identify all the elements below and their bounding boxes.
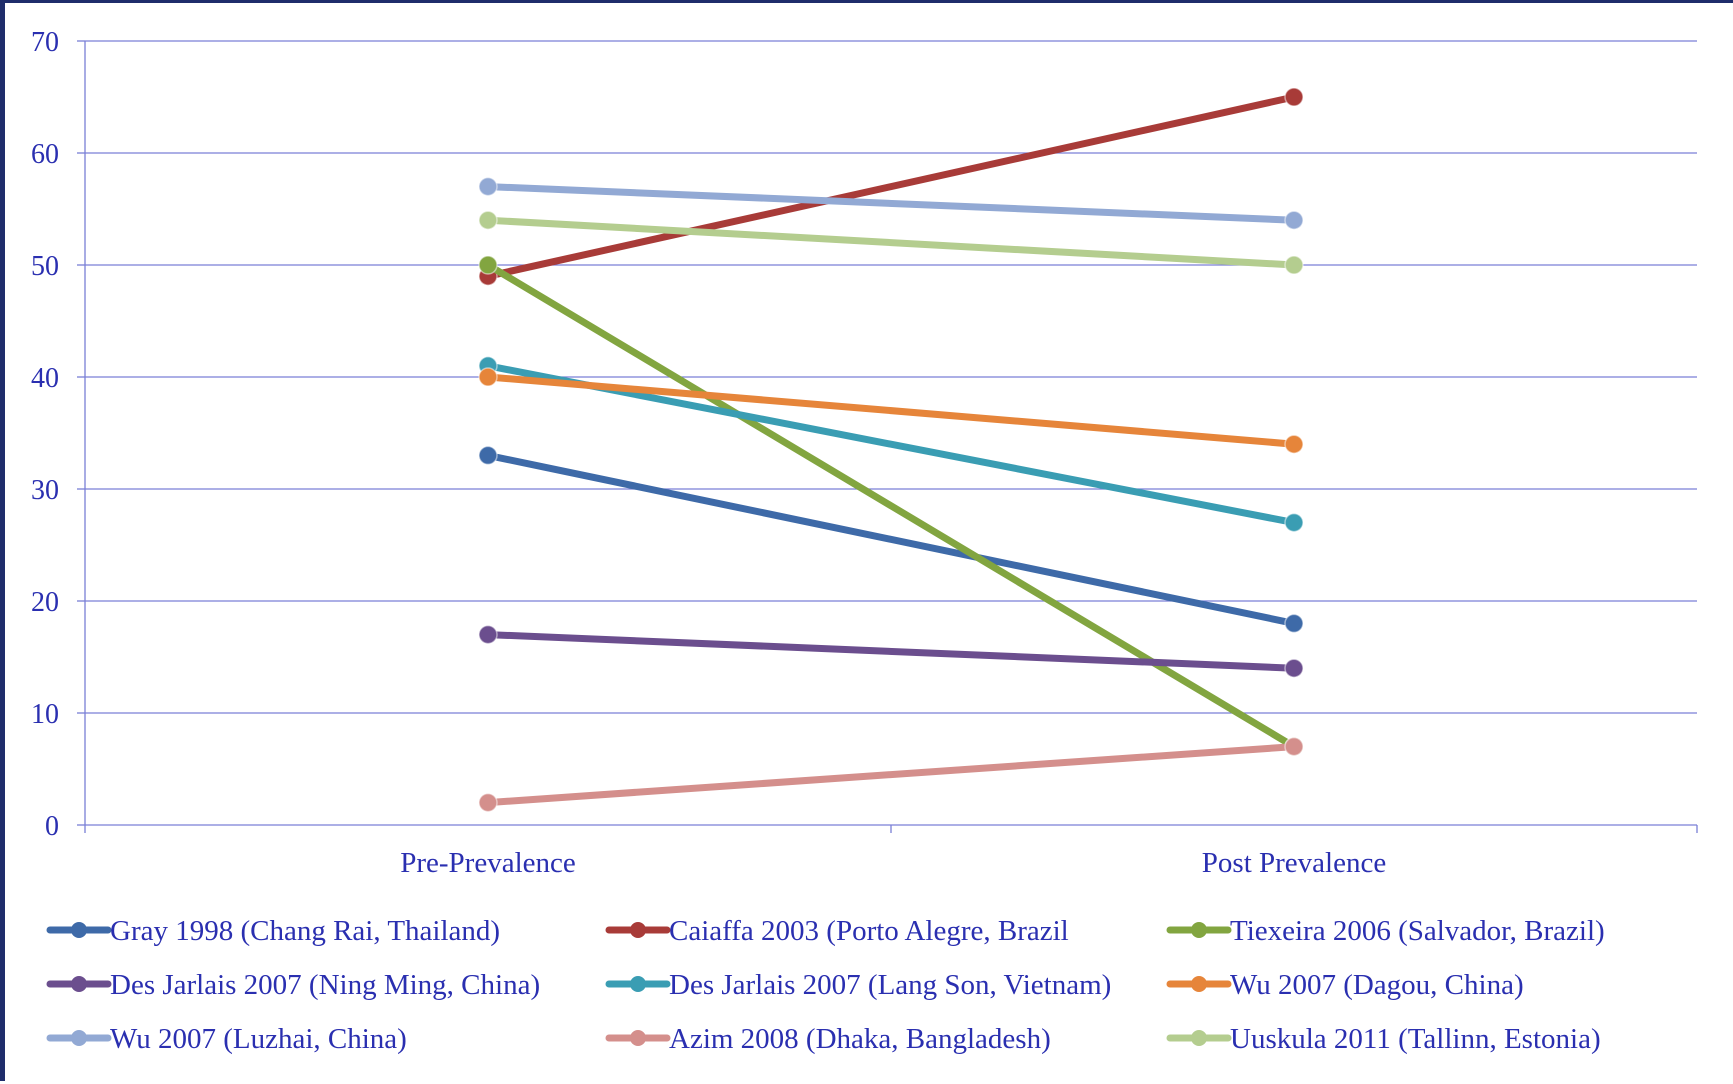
data-point: [478, 624, 498, 645]
series-line: [484, 93, 1298, 280]
data-point: [1284, 210, 1304, 230]
legend-item: Des Jarlais 2007 (Ning Ming, China): [46, 969, 540, 1001]
series-line: [484, 183, 1298, 224]
y-tick-label: 10: [31, 699, 59, 730]
data-point: [478, 210, 498, 230]
legend-label: Azim 2008 (Dhaka, Bangladesh): [669, 1023, 1051, 1055]
series-lines: [478, 87, 1304, 813]
series-line: [484, 373, 1298, 448]
legend-swatch-marker: [1191, 1030, 1207, 1046]
legend-label: Wu 2007 (Dagou, China): [1230, 969, 1524, 1001]
y-tick-label: 70: [31, 27, 59, 58]
legend-label: Uuskula 2011 (Tallinn, Estonia): [1230, 1023, 1601, 1055]
legend-swatch-marker: [1191, 976, 1207, 992]
data-point: [1284, 434, 1304, 454]
data-point: [1284, 613, 1304, 634]
data-point: [478, 255, 498, 275]
legend-swatch-marker: [71, 1030, 87, 1046]
y-tick-label: 40: [31, 363, 59, 394]
legend-item: Wu 2007 (Dagou, China): [1166, 969, 1524, 1001]
series-line: [484, 631, 1298, 672]
y-tick-label: 0: [45, 811, 59, 842]
series-7: [478, 736, 1304, 813]
x-category-label: Post Prevalence: [1202, 847, 1386, 879]
data-point: [478, 367, 498, 387]
legend-swatch-marker: [630, 922, 646, 938]
data-point: [1284, 87, 1304, 107]
legend-item: Azim 2008 (Dhaka, Bangladesh): [605, 1023, 1051, 1055]
y-tick-label: 20: [31, 587, 59, 618]
y-tick-label: 60: [31, 139, 59, 170]
line-chart: 0 10 20 30 40 50 60 70 Pre-Prevalence Post Preval…: [31, 27, 1698, 1055]
data-point: [1284, 736, 1304, 757]
series-3: [478, 624, 1304, 678]
y-tick-label: 30: [31, 475, 59, 506]
legend-swatch-marker: [71, 976, 87, 992]
legend-swatch-marker: [71, 922, 87, 938]
legend-item: Caiaffa 2003 (Porto Alegre, Brazil: [605, 915, 1069, 947]
legend-item: Wu 2007 (Luzhai, China): [46, 1023, 407, 1055]
legend-item: Tiexeira 2006 (Salvador, Brazil): [1166, 915, 1605, 947]
series-5: [478, 367, 1304, 454]
data-point: [478, 445, 498, 466]
legend-label: Des Jarlais 2007 (Ning Ming, China): [110, 969, 540, 1001]
gridlines: [85, 40, 1697, 714]
legend-label: Wu 2007 (Luzhai, China): [110, 1023, 407, 1055]
data-point: [478, 792, 498, 813]
legend-swatch-marker: [630, 976, 646, 992]
legend-swatch-marker: [630, 1030, 646, 1046]
y-tick-label: 50: [31, 251, 59, 282]
axes: 0 10 20 30 40 50 60 70 Pre-Prevalence Post Preval…: [31, 27, 1698, 879]
series-0: [478, 445, 1304, 634]
data-point: [478, 176, 498, 197]
series-6: [478, 176, 1304, 230]
legend-item: Uuskula 2011 (Tallinn, Estonia): [1166, 1023, 1601, 1055]
series-line: [484, 261, 1298, 751]
data-point: [1284, 255, 1304, 275]
legend: Gray 1998 (Chang Rai, Thailand) Caiaffa 2…: [46, 915, 1605, 1055]
series-line: [484, 362, 1298, 527]
legend-label: Caiaffa 2003 (Porto Alegre, Brazil: [669, 915, 1069, 947]
legend-label: Gray 1998 (Chang Rai, Thailand): [110, 915, 500, 947]
series-line: [484, 743, 1298, 807]
legend-label: Tiexeira 2006 (Salvador, Brazil): [1230, 915, 1605, 947]
legend-item: Gray 1998 (Chang Rai, Thailand): [46, 915, 500, 947]
data-point: [1284, 512, 1304, 533]
series-8: [478, 210, 1304, 275]
data-point: [1284, 658, 1304, 678]
legend-swatch-marker: [1191, 922, 1207, 938]
x-category-label: Pre-Prevalence: [400, 847, 576, 879]
legend-label: Des Jarlais 2007 (Lang Son, Vietnam): [669, 969, 1111, 1001]
series-line: [484, 216, 1298, 269]
legend-item: Des Jarlais 2007 (Lang Son, Vietnam): [605, 969, 1111, 1001]
series-2: [478, 255, 1304, 757]
series-line: [484, 451, 1298, 627]
